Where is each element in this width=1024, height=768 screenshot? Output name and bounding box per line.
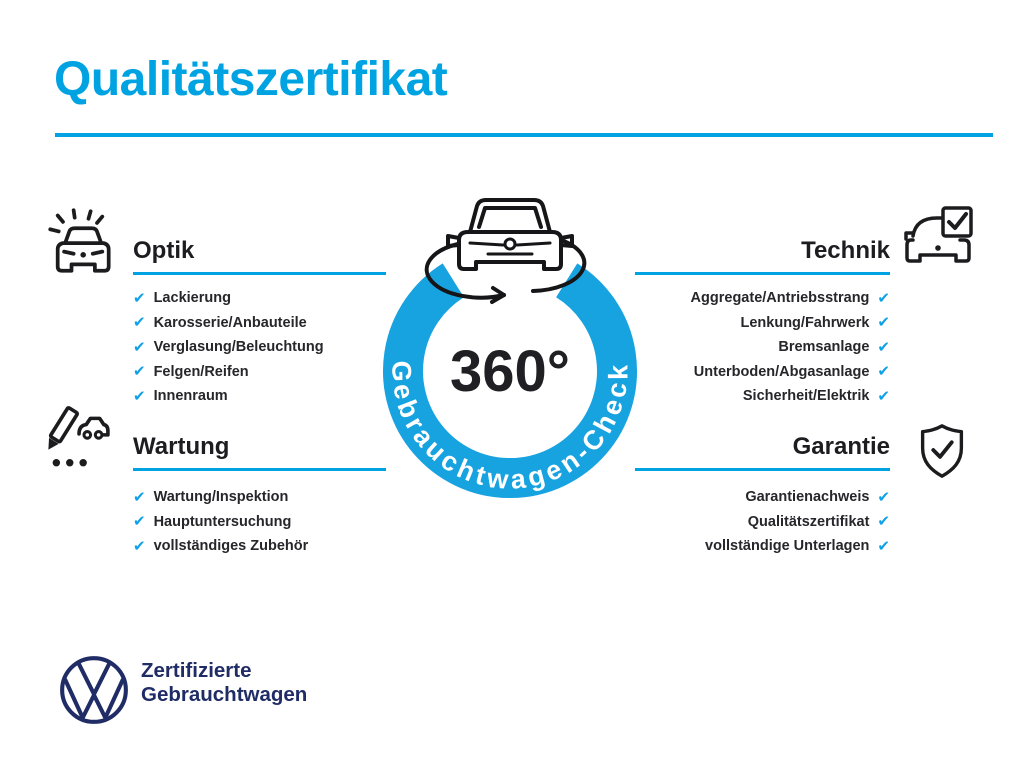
check-icon: ✔: [877, 512, 890, 531]
car-shine-icon: [48, 208, 111, 273]
checklist-item: Bremsanlage ✔: [778, 335, 890, 360]
checklist-item: Unterboden/Abgasanlage ✔: [694, 360, 890, 385]
checklist-item-label: Verglasung/Beleuchtung: [153, 339, 324, 356]
checklist-item-label: Hauptuntersuchung: [153, 513, 292, 530]
degree-label: 360°: [450, 339, 570, 404]
check-icon: ✔: [133, 386, 146, 405]
checklist-item-label: Felgen/Reifen: [153, 363, 249, 380]
checklist-item-label: Unterboden/Abgasanlage: [693, 363, 870, 380]
check-icon: ✔: [133, 487, 146, 506]
car-checkbox-icon: [904, 206, 973, 263]
checklist-item-label: vollständiges Zubehör: [153, 538, 309, 555]
checklist-item-label: Lenkung/Fahrwerk: [740, 314, 870, 331]
check-icon: ✔: [877, 337, 890, 356]
checklist-item-label: Aggregate/Antriebsstrang: [690, 290, 870, 307]
checklist-optik: ✔ Lackierung ✔ Karosserie/Anbauteile ✔ Verg…: [133, 286, 324, 409]
checklist-item: Lenkung/Fahrwerk ✔: [741, 311, 891, 336]
checklist-item: Qualitätszertifikat ✔: [748, 510, 890, 535]
checklist-item: ✔ Verglasung/Beleuchtung: [133, 335, 324, 360]
brand-claim: Zertifizierte Gebrauchtwagen: [141, 659, 307, 707]
section-divider: [133, 468, 386, 471]
check-icon: ✔: [877, 362, 890, 381]
shield-check-icon: [920, 424, 964, 478]
checklist-technik: Aggregate/Antriebsstrang ✔ Lenkung/Fahrwe…: [691, 286, 890, 409]
check-icon: ✔: [133, 362, 146, 381]
checklist-item: Garantienachweis ✔: [745, 485, 890, 510]
section-divider: [635, 468, 890, 471]
brand-claim-line2: Gebrauchtwagen: [141, 683, 308, 706]
ring-arc: [383, 263, 637, 498]
brand-claim-line1: Zertifizierte: [141, 659, 252, 682]
checklist-item: ✔ Hauptuntersuchung: [133, 510, 308, 535]
checklist-garantie: Garantienachweis ✔ Qualitätszertifikat ✔ v…: [705, 485, 890, 559]
checklist-item: vollständige Unterlagen ✔: [705, 534, 890, 559]
title-divider: [55, 133, 993, 137]
checklist-item-label: vollständige Unterlagen: [705, 538, 870, 555]
check-icon: ✔: [877, 386, 890, 405]
check-icon: ✔: [877, 288, 890, 307]
check-icon: ✔: [877, 487, 890, 506]
car-360-rotation-icon: [424, 198, 587, 304]
section-title-wartung: Wartung: [133, 433, 230, 460]
checklist-item-label: Wartung/Inspektion: [153, 489, 289, 506]
checklist-item: ✔ Felgen/Reifen: [133, 360, 324, 385]
checklist-item-label: Innenraum: [153, 388, 228, 405]
section-divider: [133, 272, 386, 275]
check-icon: ✔: [133, 288, 146, 307]
checklist-wartung: ✔ Wartung/Inspektion ✔ Hauptuntersuchung ✔…: [133, 485, 308, 559]
check-icon: ✔: [133, 536, 146, 555]
checklist-item: Aggregate/Antriebsstrang ✔: [691, 286, 890, 311]
section-title-technik: Technik: [801, 237, 890, 264]
check-icon: ✔: [133, 337, 146, 356]
checklist-item: ✔ Wartung/Inspektion: [133, 485, 308, 510]
checklist-item: ✔ Karosserie/Anbauteile: [133, 311, 324, 336]
checklist-item-label: Sicherheit/Elektrik: [742, 388, 870, 405]
section-title-garantie: Garantie: [792, 433, 890, 460]
checklist-item-label: Lackierung: [153, 290, 231, 307]
check-icon: ✔: [133, 313, 146, 332]
service-checklist-icon: [48, 406, 110, 467]
checklist-item-label: Qualitätszertifikat: [747, 513, 870, 530]
checklist-item-label: Karosserie/Anbauteile: [153, 314, 307, 331]
check-icon: ✔: [133, 512, 146, 531]
checklist-item: ✔ Innenraum: [133, 384, 324, 409]
check-icon: ✔: [877, 536, 890, 555]
section-title-optik: Optik: [133, 237, 195, 264]
vw-logo-icon: [60, 656, 128, 724]
page-title: Qualitätszertifikat: [54, 53, 448, 106]
checklist-item: Sicherheit/Elektrik ✔: [743, 384, 890, 409]
section-divider: [635, 272, 890, 275]
checklist-item: ✔ vollständiges Zubehör: [133, 534, 308, 559]
check-icon: ✔: [877, 313, 890, 332]
checklist-item-label: Bremsanlage: [778, 339, 870, 356]
360-check-badge: Gebrauchtwagen-Check 360°: [383, 198, 637, 498]
checklist-item-label: Garantienachweis: [745, 489, 870, 506]
checklist-item: ✔ Lackierung: [133, 286, 324, 311]
